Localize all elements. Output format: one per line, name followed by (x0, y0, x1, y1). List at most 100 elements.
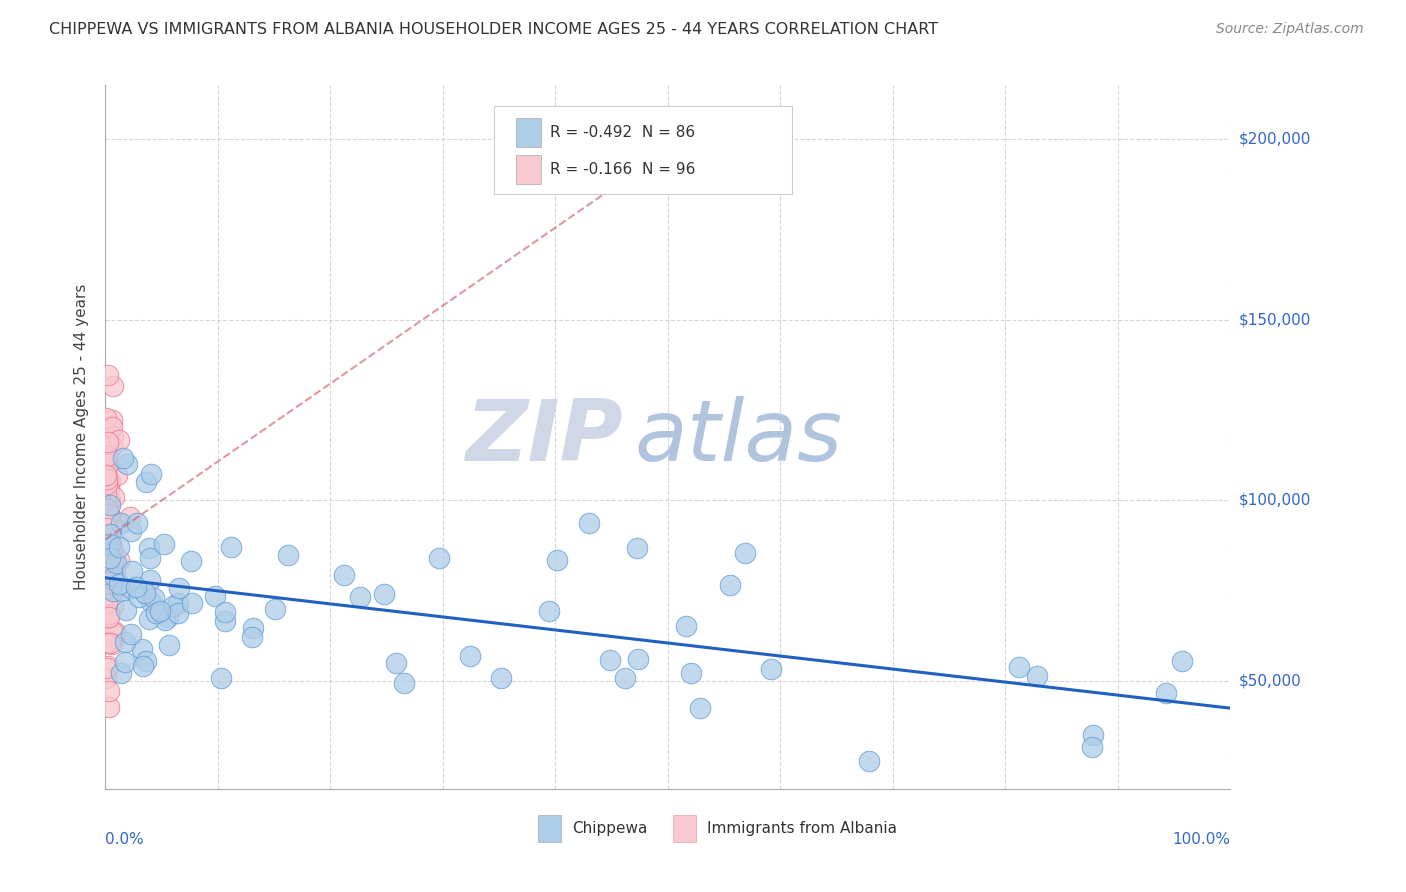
Point (167, 596, 190, 610)
Point (94, 467, 117, 482)
Point (138, 612, 160, 626)
Point (858, 754, 880, 768)
Point (734, 546, 756, 560)
Point (427, 550, 450, 565)
Point (96, 471, 118, 485)
Point (97, 611, 120, 625)
Point (110, 665, 132, 680)
Point (681, 666, 703, 681)
Point (101, 637, 124, 651)
Point (98, 492, 121, 507)
Point (108, 553, 131, 567)
Point (98, 506, 121, 520)
Point (115, 457, 138, 471)
Point (263, 601, 285, 615)
Bar (516, 154, 541, 184)
Point (219, 540, 242, 554)
Point (349, 591, 371, 605)
FancyBboxPatch shape (494, 106, 792, 194)
Point (96, 548, 118, 562)
Point (1083, 728, 1105, 742)
Point (98, 507, 121, 521)
Point (94, 495, 117, 509)
Point (135, 654, 157, 668)
Point (98, 610, 121, 624)
Text: atlas: atlas (634, 395, 842, 479)
Point (94, 555, 117, 569)
Point (111, 584, 134, 599)
Point (98, 527, 121, 541)
Point (94, 591, 117, 605)
Point (97, 549, 120, 564)
Point (180, 554, 202, 568)
Point (103, 491, 125, 505)
Point (120, 627, 142, 641)
Point (96, 501, 118, 516)
Point (94, 636, 117, 650)
Bar (538, 814, 561, 841)
Point (96, 551, 118, 566)
Point (121, 582, 143, 596)
Point (96, 588, 118, 602)
Point (157, 639, 180, 653)
Point (104, 565, 127, 579)
Point (97, 683, 120, 698)
Point (108, 576, 131, 591)
Point (94, 570, 117, 584)
Point (104, 625, 127, 640)
Point (96, 515, 118, 529)
Point (1171, 654, 1194, 668)
Point (101, 439, 124, 453)
Text: $50,000: $50,000 (1239, 673, 1302, 689)
Point (101, 420, 124, 434)
Point (626, 541, 648, 556)
Point (114, 655, 136, 669)
Point (100, 542, 122, 557)
Point (155, 613, 177, 627)
Point (96, 489, 118, 503)
Point (96, 529, 118, 543)
Point (96, 533, 118, 547)
Point (578, 516, 600, 530)
Point (96, 450, 118, 464)
Bar (516, 118, 541, 147)
Point (242, 621, 264, 635)
Point (101, 517, 124, 532)
Point (97, 434, 120, 449)
Point (96, 466, 118, 480)
Point (98, 538, 121, 552)
Point (277, 548, 299, 562)
Point (384, 656, 406, 670)
Point (124, 580, 146, 594)
Point (101, 379, 124, 393)
Point (100, 536, 122, 550)
Point (97, 562, 120, 576)
Point (94, 581, 117, 595)
Text: Immigrants from Albania: Immigrants from Albania (707, 821, 897, 836)
Point (100, 535, 122, 549)
Point (1154, 686, 1177, 700)
Text: Chippewa: Chippewa (572, 821, 648, 836)
Point (94, 611, 117, 625)
Point (96, 661, 118, 675)
Point (94, 547, 117, 561)
Point (107, 433, 129, 447)
Point (101, 624, 124, 639)
Point (120, 524, 142, 538)
Point (97, 368, 120, 383)
Point (96, 596, 118, 610)
Point (118, 509, 141, 524)
Point (97, 588, 120, 602)
Text: CHIPPEWA VS IMMIGRANTS FROM ALBANIA HOUSEHOLDER INCOME AGES 25 - 44 YEARS CORREL: CHIPPEWA VS IMMIGRANTS FROM ALBANIA HOUS… (49, 22, 938, 37)
Y-axis label: Householder Income Ages 25 - 44 years: Householder Income Ages 25 - 44 years (75, 284, 90, 591)
Point (214, 614, 236, 628)
Point (125, 516, 148, 530)
Point (96, 501, 118, 516)
Point (373, 587, 395, 601)
Text: Source: ZipAtlas.com: Source: ZipAtlas.com (1216, 22, 1364, 37)
Text: R = -0.166  N = 96: R = -0.166 N = 96 (550, 161, 695, 177)
Point (101, 584, 124, 599)
Point (105, 515, 128, 529)
Bar (673, 814, 696, 841)
Point (98, 569, 121, 583)
